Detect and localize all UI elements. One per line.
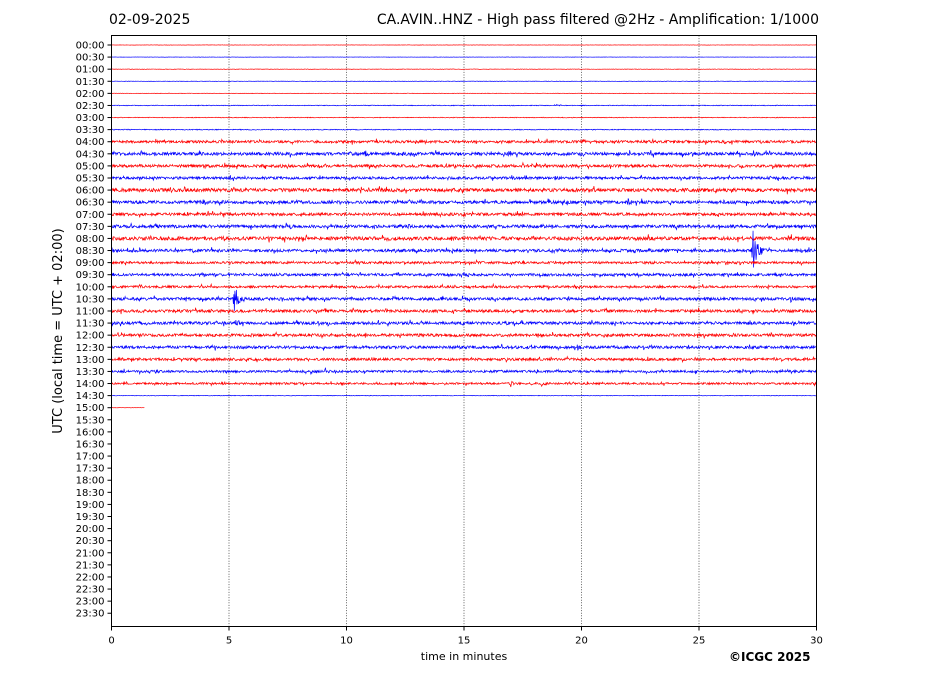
- y-tick-label: 07:30: [76, 222, 105, 233]
- y-tick-label: 13:30: [76, 367, 105, 378]
- y-tick-label: 16:30: [76, 439, 105, 450]
- x-axis: 0 5 10 15 20 25 30: [108, 626, 823, 647]
- y-tick-label: 06:00: [76, 186, 105, 197]
- trace-0230: [111, 103, 817, 107]
- trace-1100: [111, 307, 817, 315]
- y-tick-label: 22:30: [76, 585, 105, 596]
- y-tick-label: 05:30: [76, 173, 105, 184]
- trace-0500: [111, 161, 817, 170]
- y-tick-label: 21:00: [76, 548, 105, 559]
- trace-1000: [111, 282, 817, 290]
- x-tick-label: 25: [693, 636, 706, 647]
- y-axis: 00:0000:3001:0001:3002:0002:3003:0003:30…: [76, 41, 112, 620]
- trace-1200: [111, 331, 817, 340]
- trace-0800: [111, 234, 817, 243]
- y-tick-label: 14:00: [76, 379, 105, 390]
- y-tick-label: 21:30: [76, 560, 105, 571]
- trace-layer: [111, 44, 817, 409]
- trace-0300: [111, 116, 817, 119]
- x-tick-label: 10: [340, 636, 353, 647]
- y-tick-label: 23:30: [76, 609, 105, 620]
- trace-1130: [111, 319, 817, 327]
- y-tick-label: 03:00: [76, 113, 105, 124]
- y-tick-label: 19:30: [76, 512, 105, 523]
- plot-date: 02-09-2025: [109, 12, 191, 28]
- y-tick-label: 20:00: [76, 524, 105, 535]
- y-tick-label: 23:00: [76, 597, 105, 608]
- y-tick-label: 04:30: [76, 149, 105, 160]
- trace-0630: [111, 198, 817, 206]
- y-tick-label: 10:30: [76, 294, 105, 305]
- y-tick-label: 13:00: [76, 355, 105, 366]
- trace-0900: [111, 258, 817, 267]
- y-tick-label: 15:00: [76, 403, 105, 414]
- trace-1230: [111, 343, 817, 351]
- y-tick-label: 05:00: [76, 161, 105, 172]
- trace-1400: [111, 380, 817, 388]
- y-tick-label: 17:30: [76, 464, 105, 475]
- y-tick-label: 03:30: [76, 125, 105, 136]
- trace-0730: [111, 222, 817, 231]
- y-tick-label: 16:00: [76, 427, 105, 438]
- x-tick-label: 0: [108, 636, 114, 647]
- y-tick-label: 22:00: [76, 572, 105, 583]
- y-tick-label: 18:30: [76, 488, 105, 499]
- x-tick-label: 20: [575, 636, 588, 647]
- x-axis-label: time in minutes: [421, 650, 508, 663]
- trace-1300: [111, 355, 817, 364]
- y-tick-label: 15:30: [76, 415, 105, 426]
- trace-0700: [111, 210, 817, 218]
- y-tick-label: 06:30: [76, 198, 105, 209]
- y-tick-label: 01:30: [76, 77, 105, 88]
- y-tick-label: 09:00: [76, 258, 105, 269]
- trace-0930: [111, 271, 817, 279]
- trace-0400: [111, 137, 817, 146]
- y-tick-label: 20:30: [76, 536, 105, 547]
- plot-title: CA.AVIN..HNZ - High pass filtered @2Hz -…: [376, 12, 819, 28]
- y-tick-label: 08:00: [76, 234, 105, 245]
- y-tick-label: 08:30: [76, 246, 105, 257]
- trace-1430: [111, 394, 817, 397]
- x-tick-label: 15: [458, 636, 471, 647]
- y-tick-label: 01:00: [76, 65, 105, 76]
- y-tick-label: 18:00: [76, 476, 105, 487]
- y-tick-label: 00:30: [76, 53, 105, 64]
- trace-0830: [111, 230, 817, 268]
- y-tick-label: 02:00: [76, 89, 105, 100]
- y-tick-label: 19:00: [76, 500, 105, 511]
- y-tick-label: 12:00: [76, 331, 105, 342]
- y-tick-label: 10:00: [76, 282, 105, 293]
- trace-0530: [111, 174, 817, 182]
- y-tick-label: 07:00: [76, 210, 105, 221]
- grid-lines: [228, 35, 700, 627]
- x-tick-label: 5: [226, 636, 232, 647]
- y-tick-label: 17:00: [76, 452, 105, 463]
- y-tick-label: 14:30: [76, 391, 105, 402]
- trace-1330: [111, 367, 817, 376]
- y-tick-label: 04:00: [76, 137, 105, 148]
- trace-0330: [111, 128, 817, 131]
- y-tick-label: 09:30: [76, 270, 105, 281]
- y-tick-label: 12:30: [76, 343, 105, 354]
- trace-1030: [111, 289, 817, 311]
- copyright: ©ICGC 2025: [729, 650, 811, 664]
- x-tick-label: 30: [810, 636, 823, 647]
- trace-0430: [111, 149, 817, 158]
- y-tick-label: 02:30: [76, 101, 105, 112]
- trace-0600: [111, 185, 817, 195]
- y-tick-label: 00:00: [76, 41, 105, 52]
- y-tick-label: 11:30: [76, 319, 105, 330]
- y-axis-label: UTC (local time = UTC + 02:00): [51, 228, 66, 433]
- y-tick-label: 11:00: [76, 306, 105, 317]
